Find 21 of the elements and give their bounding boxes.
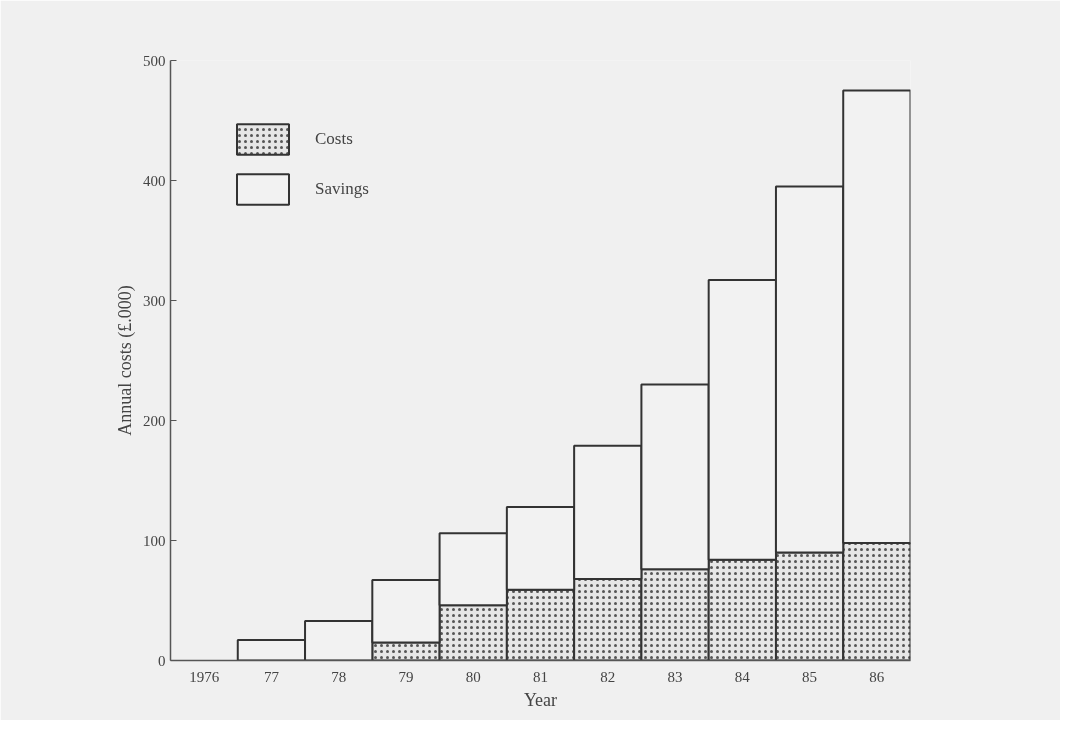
x-tick-label: 84	[734, 668, 751, 685]
legend-label: Savings	[315, 179, 369, 199]
legend-label: Costs	[315, 129, 353, 149]
y-tick-label: 100	[143, 532, 166, 549]
y-tick-label: 500	[143, 52, 166, 69]
x-tick-label: 77	[263, 668, 280, 685]
x-tick-label: 85	[802, 668, 818, 685]
x-tick-label: 83	[667, 668, 683, 685]
x-tick-label: 80	[465, 668, 481, 685]
y-tick-label: 400	[143, 172, 166, 189]
y-tick-label: 300	[143, 292, 166, 309]
x-tick-label: 86	[869, 668, 885, 685]
x-tick-label: 78	[331, 668, 347, 685]
y-tick-label: 200	[143, 412, 166, 429]
y-axis-title: Annual costs (£.000)	[115, 285, 136, 436]
x-tick-label: 1976	[189, 668, 220, 685]
x-tick-label: 82	[600, 668, 616, 685]
x-axis-title: Year	[523, 689, 558, 710]
x-tick-label: 79	[398, 668, 414, 685]
y-tick-label: 0	[158, 652, 166, 669]
x-tick-label: 81	[533, 668, 548, 685]
